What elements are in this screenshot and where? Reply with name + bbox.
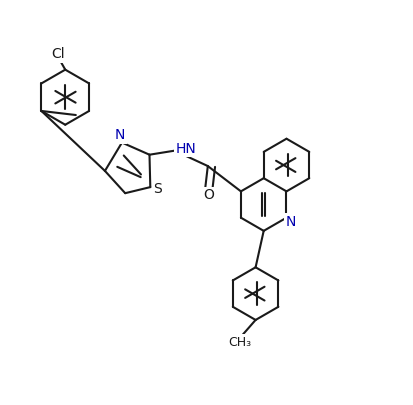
Text: S: S: [153, 182, 161, 196]
Text: O: O: [202, 188, 213, 202]
Text: N: N: [285, 215, 295, 229]
Text: N: N: [114, 128, 125, 142]
Text: CH₃: CH₃: [227, 336, 250, 349]
Text: Cl: Cl: [51, 47, 64, 61]
Text: HN: HN: [176, 142, 196, 156]
